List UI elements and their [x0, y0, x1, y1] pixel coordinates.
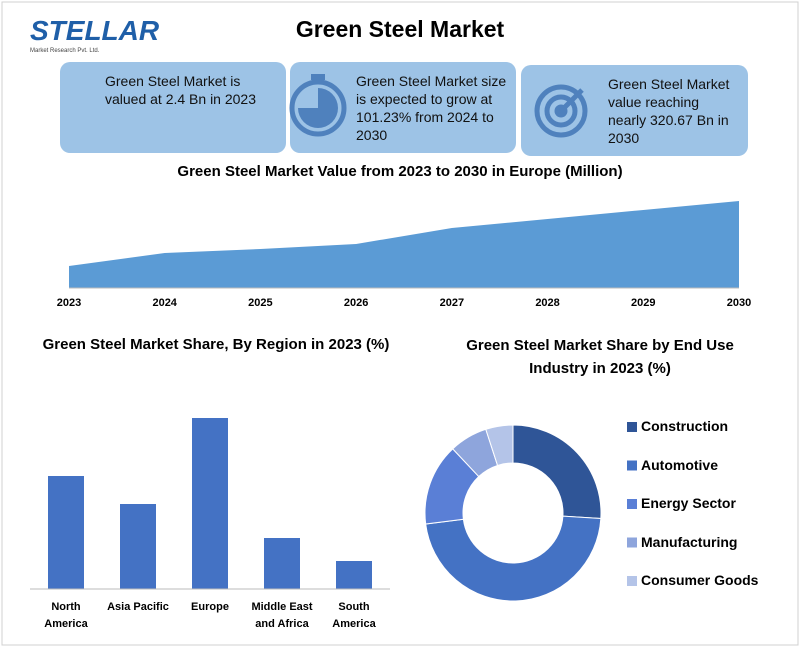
legend-label: Automotive — [641, 456, 718, 473]
x-tick-label: 2023 — [56, 297, 82, 309]
x-tick-label: 2027 — [439, 297, 465, 309]
donut-slice — [485, 424, 514, 467]
bar — [264, 538, 300, 589]
legend-swatch — [627, 576, 637, 586]
bar — [336, 561, 372, 589]
legend-swatch — [627, 422, 637, 432]
logo-tagline: Market Research Pvt. Ltd. — [30, 48, 100, 54]
legend-swatch — [627, 499, 637, 509]
x-tick-label: Middle East and Africa — [251, 601, 313, 630]
legend-label: Manufacturing — [641, 533, 738, 550]
highlight-text: Green Steel Market is valued at 2.4 Bn i… — [105, 73, 257, 107]
legend-label: Consumer Goods — [641, 572, 759, 588]
chart-title: Green Steel Market Value from 2023 to 20… — [177, 163, 623, 180]
highlight-box — [521, 65, 748, 156]
legend-label: Construction — [641, 418, 729, 434]
highlight-text: Green Steel Market size is expected to g… — [356, 73, 507, 143]
highlight-text: Green Steel Market value reaching nearly… — [608, 76, 730, 146]
x-tick-label: Asia Pacific — [107, 601, 169, 613]
legend-swatch — [627, 537, 637, 548]
x-tick-label: North America — [44, 601, 88, 630]
x-tick-label: 2025 — [248, 297, 273, 309]
x-tick-label: 2024 — [152, 297, 177, 309]
chart-title: Green Steel Market Share by End Use Indu… — [466, 337, 734, 377]
donut-slice — [425, 515, 602, 602]
chart-title: Green Steel Market Share, By Region in 2… — [42, 336, 390, 353]
stopwatch-icon — [289, 74, 347, 137]
bar — [48, 476, 84, 589]
logo: STELLAR — [30, 15, 160, 46]
highlight-box — [290, 62, 516, 153]
x-tick-label: 2029 — [631, 297, 656, 309]
area — [69, 201, 739, 288]
target-icon — [534, 84, 588, 138]
x-tick-label: 2030 — [726, 297, 752, 309]
highlight-box — [60, 62, 286, 153]
x-tick-label: 2026 — [343, 297, 369, 309]
bar — [120, 504, 156, 589]
x-tick-label: South America — [332, 601, 376, 630]
page-title: Green Steel Market — [295, 16, 505, 42]
bar — [192, 418, 228, 589]
x-tick-label: 2028 — [535, 297, 560, 309]
legend-swatch — [627, 460, 637, 471]
legend-label: Energy Sector — [641, 495, 736, 511]
x-tick-label: Europe — [191, 601, 229, 613]
donut-slice — [512, 424, 602, 520]
